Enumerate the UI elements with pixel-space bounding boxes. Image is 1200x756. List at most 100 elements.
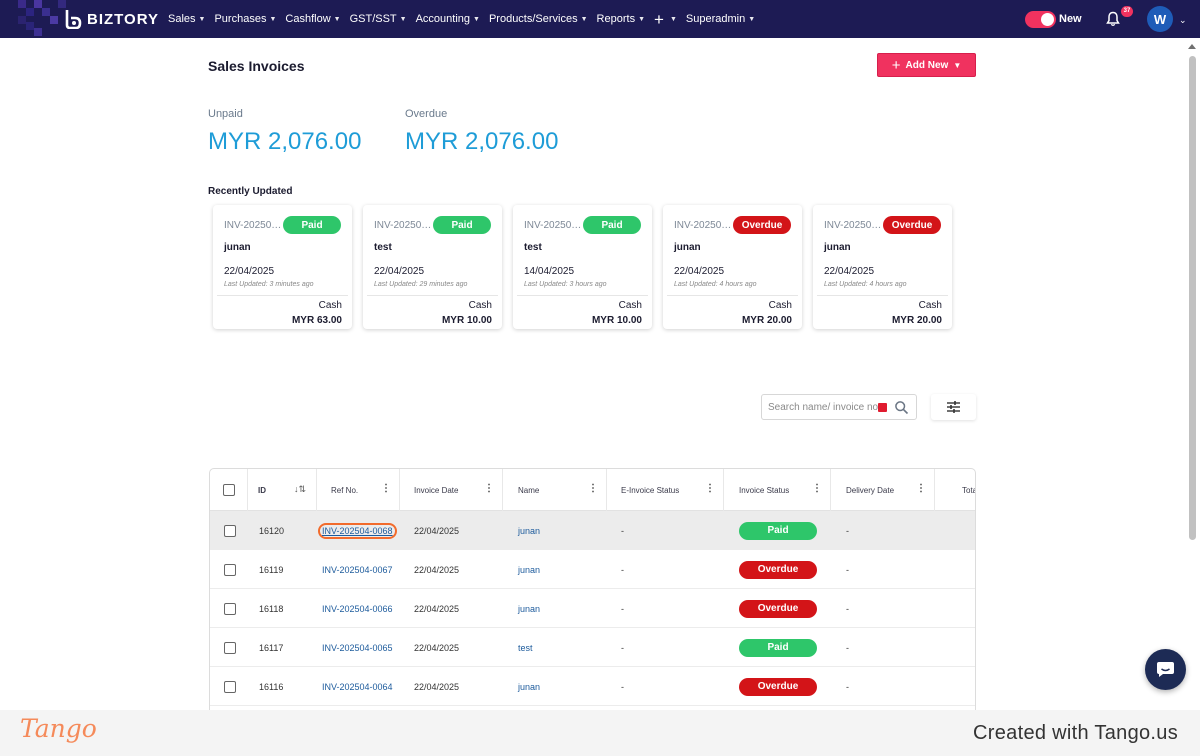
customer-name-link[interactable]: junan — [518, 603, 541, 614]
menu-superadmin[interactable]: Superadmin ▼ — [686, 13, 755, 25]
customer-name-link[interactable]: junan — [518, 564, 541, 575]
invoice-ref-link[interactable]: INV-202504-0068 — [318, 522, 397, 539]
card-divider — [667, 295, 798, 296]
column-header-label: ID — [258, 485, 266, 495]
unpaid-amount: MYR 2,076.00 — [208, 128, 362, 155]
card-amount: MYR 10.00 — [591, 315, 642, 326]
page-scrollbar[interactable] — [1186, 40, 1196, 710]
chevron-down-icon[interactable]: ⌄ — [1179, 15, 1187, 25]
user-avatar[interactable]: W — [1147, 6, 1173, 32]
column-header-name[interactable]: Name ⋮ — [503, 469, 607, 511]
menu-gst-sst-label: GST/SST — [349, 13, 397, 25]
column-menu-icon[interactable]: ⋮ — [916, 483, 926, 494]
card-ref: INV-202504… — [524, 220, 584, 231]
column-menu-icon[interactable]: ⋮ — [484, 483, 494, 494]
cell-invoice-status: Paid — [739, 628, 817, 667]
tango-footer: Tango Created with Tango.us — [0, 710, 1200, 756]
live-chat-button[interactable] — [1145, 649, 1186, 690]
table-row[interactable]: 16120 INV-202504-0068 22/04/2025 junan -… — [210, 511, 975, 550]
column-header-ref[interactable]: Ref No. ⋮ — [317, 469, 400, 511]
table-row[interactable]: 16118 INV-202504-0066 22/04/2025 junan -… — [210, 589, 975, 628]
column-header-delivery-date[interactable]: Delivery Date ⋮ — [831, 469, 935, 511]
search-input[interactable] — [768, 400, 886, 415]
menu-reports[interactable]: Reports ▼ — [597, 13, 645, 25]
row-checkbox[interactable] — [224, 641, 236, 654]
status-badge: Paid — [583, 216, 641, 234]
card-payment-method: Cash — [618, 300, 642, 311]
invoice-ref-link[interactable]: INV-202504-0064 — [322, 681, 393, 692]
column-header-invoice-date[interactable]: Invoice Date ⋮ — [400, 469, 503, 511]
status-badge: Overdue — [739, 599, 817, 618]
search-icon[interactable] — [894, 400, 909, 415]
menu-products-services[interactable]: Products/Services ▼ — [489, 13, 588, 25]
card-amount: MYR 20.00 — [891, 315, 942, 326]
page-title: Sales Invoices — [208, 58, 305, 74]
table-row[interactable]: 16119 INV-202504-0067 22/04/2025 junan -… — [210, 550, 975, 589]
column-header-invoice-status[interactable]: Invoice Status ⋮ — [724, 469, 831, 511]
sort-desc-icon[interactable]: ↓⇅ — [293, 484, 306, 494]
column-menu-icon[interactable]: ⋮ — [705, 483, 715, 494]
row-checkbox-cell — [224, 550, 236, 589]
cell-invoice-date: 22/04/2025 — [414, 681, 460, 692]
card-payment-method: Cash — [468, 300, 492, 311]
row-checkbox[interactable] — [224, 680, 236, 693]
table-row[interactable]: 16116 INV-202504-0064 22/04/2025 junan -… — [210, 667, 975, 706]
menu-purchases[interactable]: Purchases ▼ — [214, 13, 276, 25]
bell-icon[interactable] — [1105, 11, 1121, 27]
row-checkbox[interactable] — [224, 563, 236, 576]
status-badge: Paid — [739, 521, 817, 540]
card-date: 22/04/2025 — [824, 266, 875, 277]
recent-invoice-card[interactable]: INV-202504… Overdue junan 22/04/2025 Las… — [663, 205, 802, 329]
row-checkbox-cell — [224, 589, 236, 628]
overdue-label: Overdue — [405, 108, 448, 120]
cell-id: 16117 — [259, 642, 284, 653]
new-ui-toggle[interactable] — [1025, 11, 1056, 28]
row-checkbox-cell — [224, 667, 236, 706]
menu-quick-add[interactable]: + ▼ — [654, 11, 677, 28]
customer-name-link[interactable]: junan — [518, 525, 541, 536]
column-filter-button[interactable] — [931, 394, 976, 420]
customer-name-link[interactable]: junan — [518, 681, 541, 692]
row-checkbox[interactable] — [224, 602, 236, 615]
recent-invoice-card[interactable]: INV-202504… Overdue junan 22/04/2025 Las… — [813, 205, 952, 329]
scroll-up-arrow-icon[interactable] — [1188, 44, 1196, 49]
cell-invoice-status: Paid — [739, 511, 817, 550]
column-header-id[interactable]: ID ↓⇅ — [248, 469, 317, 511]
select-all-checkbox[interactable] — [222, 484, 235, 496]
column-header-e-invoice-status[interactable]: E-Invoice Status ⋮ — [607, 469, 724, 511]
recent-invoice-card[interactable]: INV-202504… Paid test 14/04/2025 Last Up… — [513, 205, 652, 329]
column-menu-icon[interactable]: ⋮ — [588, 483, 598, 494]
add-new-button[interactable]: + Add New ▼ — [877, 53, 976, 77]
cell-delivery-date: - — [846, 642, 849, 653]
table-row[interactable]: 16117 INV-202504-0065 22/04/2025 test - … — [210, 628, 975, 667]
column-header-label: Tota — [962, 485, 976, 495]
recent-invoice-card[interactable]: INV-202504… Paid junan 22/04/2025 Last U… — [213, 205, 352, 329]
scrollbar-thumb[interactable] — [1189, 56, 1196, 540]
row-checkbox-cell — [224, 511, 236, 550]
menu-cashflow[interactable]: Cashflow ▼ — [285, 13, 340, 25]
column-menu-icon[interactable]: ⋮ — [812, 483, 822, 494]
customer-name-link[interactable]: test — [518, 642, 533, 653]
brand-name: BIZTORY — [87, 10, 160, 28]
column-menu-icon[interactable]: ⋮ — [381, 483, 391, 494]
recent-invoice-card[interactable]: INV-202504… Paid test 22/04/2025 Last Up… — [363, 205, 502, 329]
card-payment-method: Cash — [318, 300, 342, 311]
cell-invoice-status: Overdue — [739, 667, 817, 706]
invoice-ref-link[interactable]: INV-202504-0066 — [322, 603, 393, 614]
menu-sales[interactable]: Sales ▼ — [168, 13, 205, 25]
overdue-amount: MYR 2,076.00 — [405, 128, 559, 155]
menu-gst-sst[interactable]: GST/SST ▼ — [350, 13, 407, 25]
main-menu: Sales ▼ Purchases ▼ Cashflow ▼ GST/SST ▼ Acc… — [168, 0, 764, 38]
invoice-ref-link[interactable]: INV-202504-0067 — [322, 564, 393, 575]
card-date: 22/04/2025 — [374, 266, 425, 277]
select-all-cell — [210, 469, 248, 511]
column-header-total[interactable]: Tota — [935, 469, 976, 511]
column-header-label: Invoice Status — [739, 485, 790, 495]
row-checkbox[interactable] — [224, 524, 236, 537]
brand-logo[interactable]: BIZTORY — [64, 9, 159, 29]
card-ref: INV-202504… — [674, 220, 734, 231]
card-divider — [517, 295, 648, 296]
menu-accounting[interactable]: Accounting ▼ — [416, 13, 480, 25]
card-divider — [817, 295, 948, 296]
invoice-ref-link[interactable]: INV-202504-0065 — [322, 642, 393, 653]
